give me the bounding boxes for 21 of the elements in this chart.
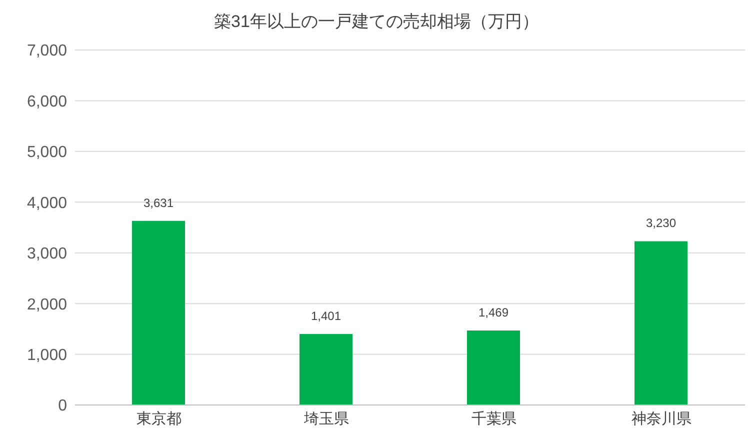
y-tick-label: 0 (58, 398, 68, 415)
data-label: 3,631 (143, 196, 174, 210)
x-tick-label: 東京都 (136, 410, 182, 428)
bar (467, 330, 520, 405)
y-tick-label: 2,000 (26, 296, 68, 314)
bar (132, 220, 185, 405)
y-tick-label: 4,000 (26, 194, 68, 212)
y-tick-label: 3,000 (26, 246, 68, 263)
x-tick-label: 千葉県 (471, 410, 516, 428)
data-label: 3,230 (646, 216, 676, 230)
x-tick-label: 埼玉県 (302, 410, 349, 428)
data-label: 1,469 (478, 306, 509, 320)
bar (300, 334, 352, 405)
chart-title: 築31年以上の一戸建ての売却相場（万円） (213, 11, 540, 33)
data-label: 1,401 (310, 308, 342, 323)
x-tick-label: 神奈川県 (631, 410, 692, 428)
y-tick-label: 7,000 (26, 42, 68, 60)
y-tick-label: 1,000 (26, 346, 68, 364)
y-tick-label: 5,000 (26, 144, 68, 162)
bar (634, 241, 688, 405)
y-tick-label: 6,000 (26, 93, 68, 110)
